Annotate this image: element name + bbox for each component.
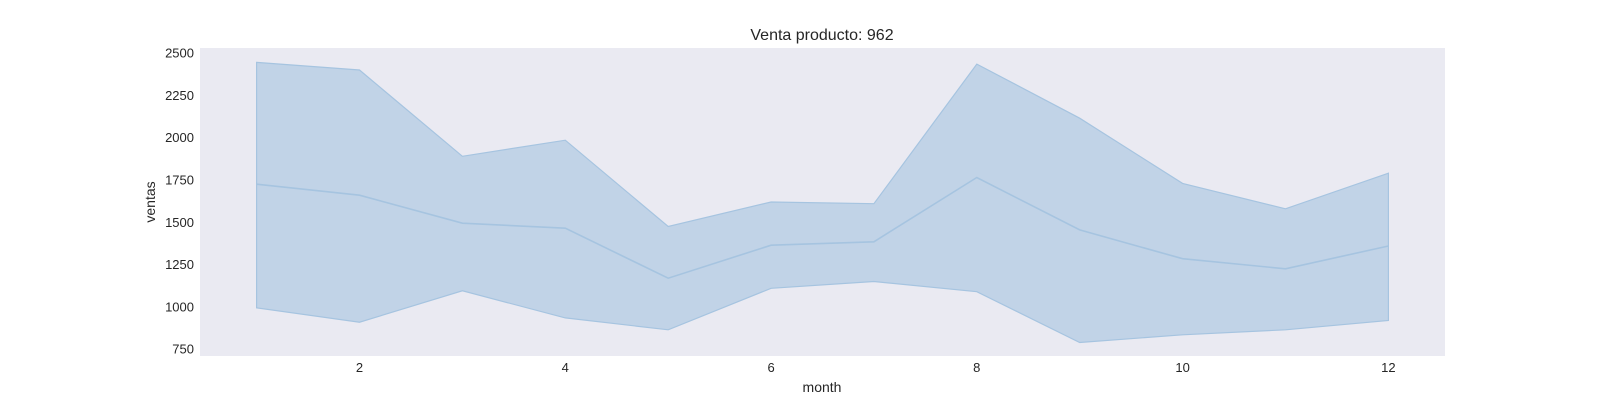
- x-tick-label: 8: [973, 360, 980, 375]
- data-point: [1284, 267, 1288, 271]
- y-axis-label: ventas: [142, 181, 158, 222]
- y-tick-label: 2000: [165, 130, 194, 145]
- data-point: [975, 176, 979, 180]
- data-point: [769, 243, 773, 247]
- x-tick-label: 4: [562, 360, 569, 375]
- data-point: [1181, 257, 1185, 261]
- confidence-band: [256, 61, 1390, 344]
- y-tick-label: 1000: [165, 299, 194, 314]
- x-tick-label: 2: [356, 360, 363, 375]
- y-tick-label: 2250: [165, 88, 194, 103]
- y-tick-label: 1250: [165, 257, 194, 272]
- chart-title: Venta producto: 962: [750, 27, 893, 44]
- x-tick-label: 6: [767, 360, 774, 375]
- y-tick-label: 2500: [165, 46, 194, 61]
- data-point: [563, 226, 567, 230]
- data-point: [255, 182, 259, 186]
- y-tick-label: 1500: [165, 215, 194, 230]
- data-point: [1078, 228, 1082, 232]
- y-tick-label: 1750: [165, 173, 194, 188]
- data-point: [872, 240, 876, 244]
- series-line: [256, 176, 1389, 280]
- x-axis-label: month: [803, 379, 842, 395]
- x-tick-label: 10: [1175, 360, 1189, 375]
- data-point: [1386, 244, 1390, 248]
- data-point: [460, 221, 464, 225]
- data-point: [358, 193, 362, 197]
- y-tick-label: 750: [172, 342, 194, 357]
- x-tick-label: 12: [1381, 360, 1395, 375]
- data-point: [666, 276, 670, 280]
